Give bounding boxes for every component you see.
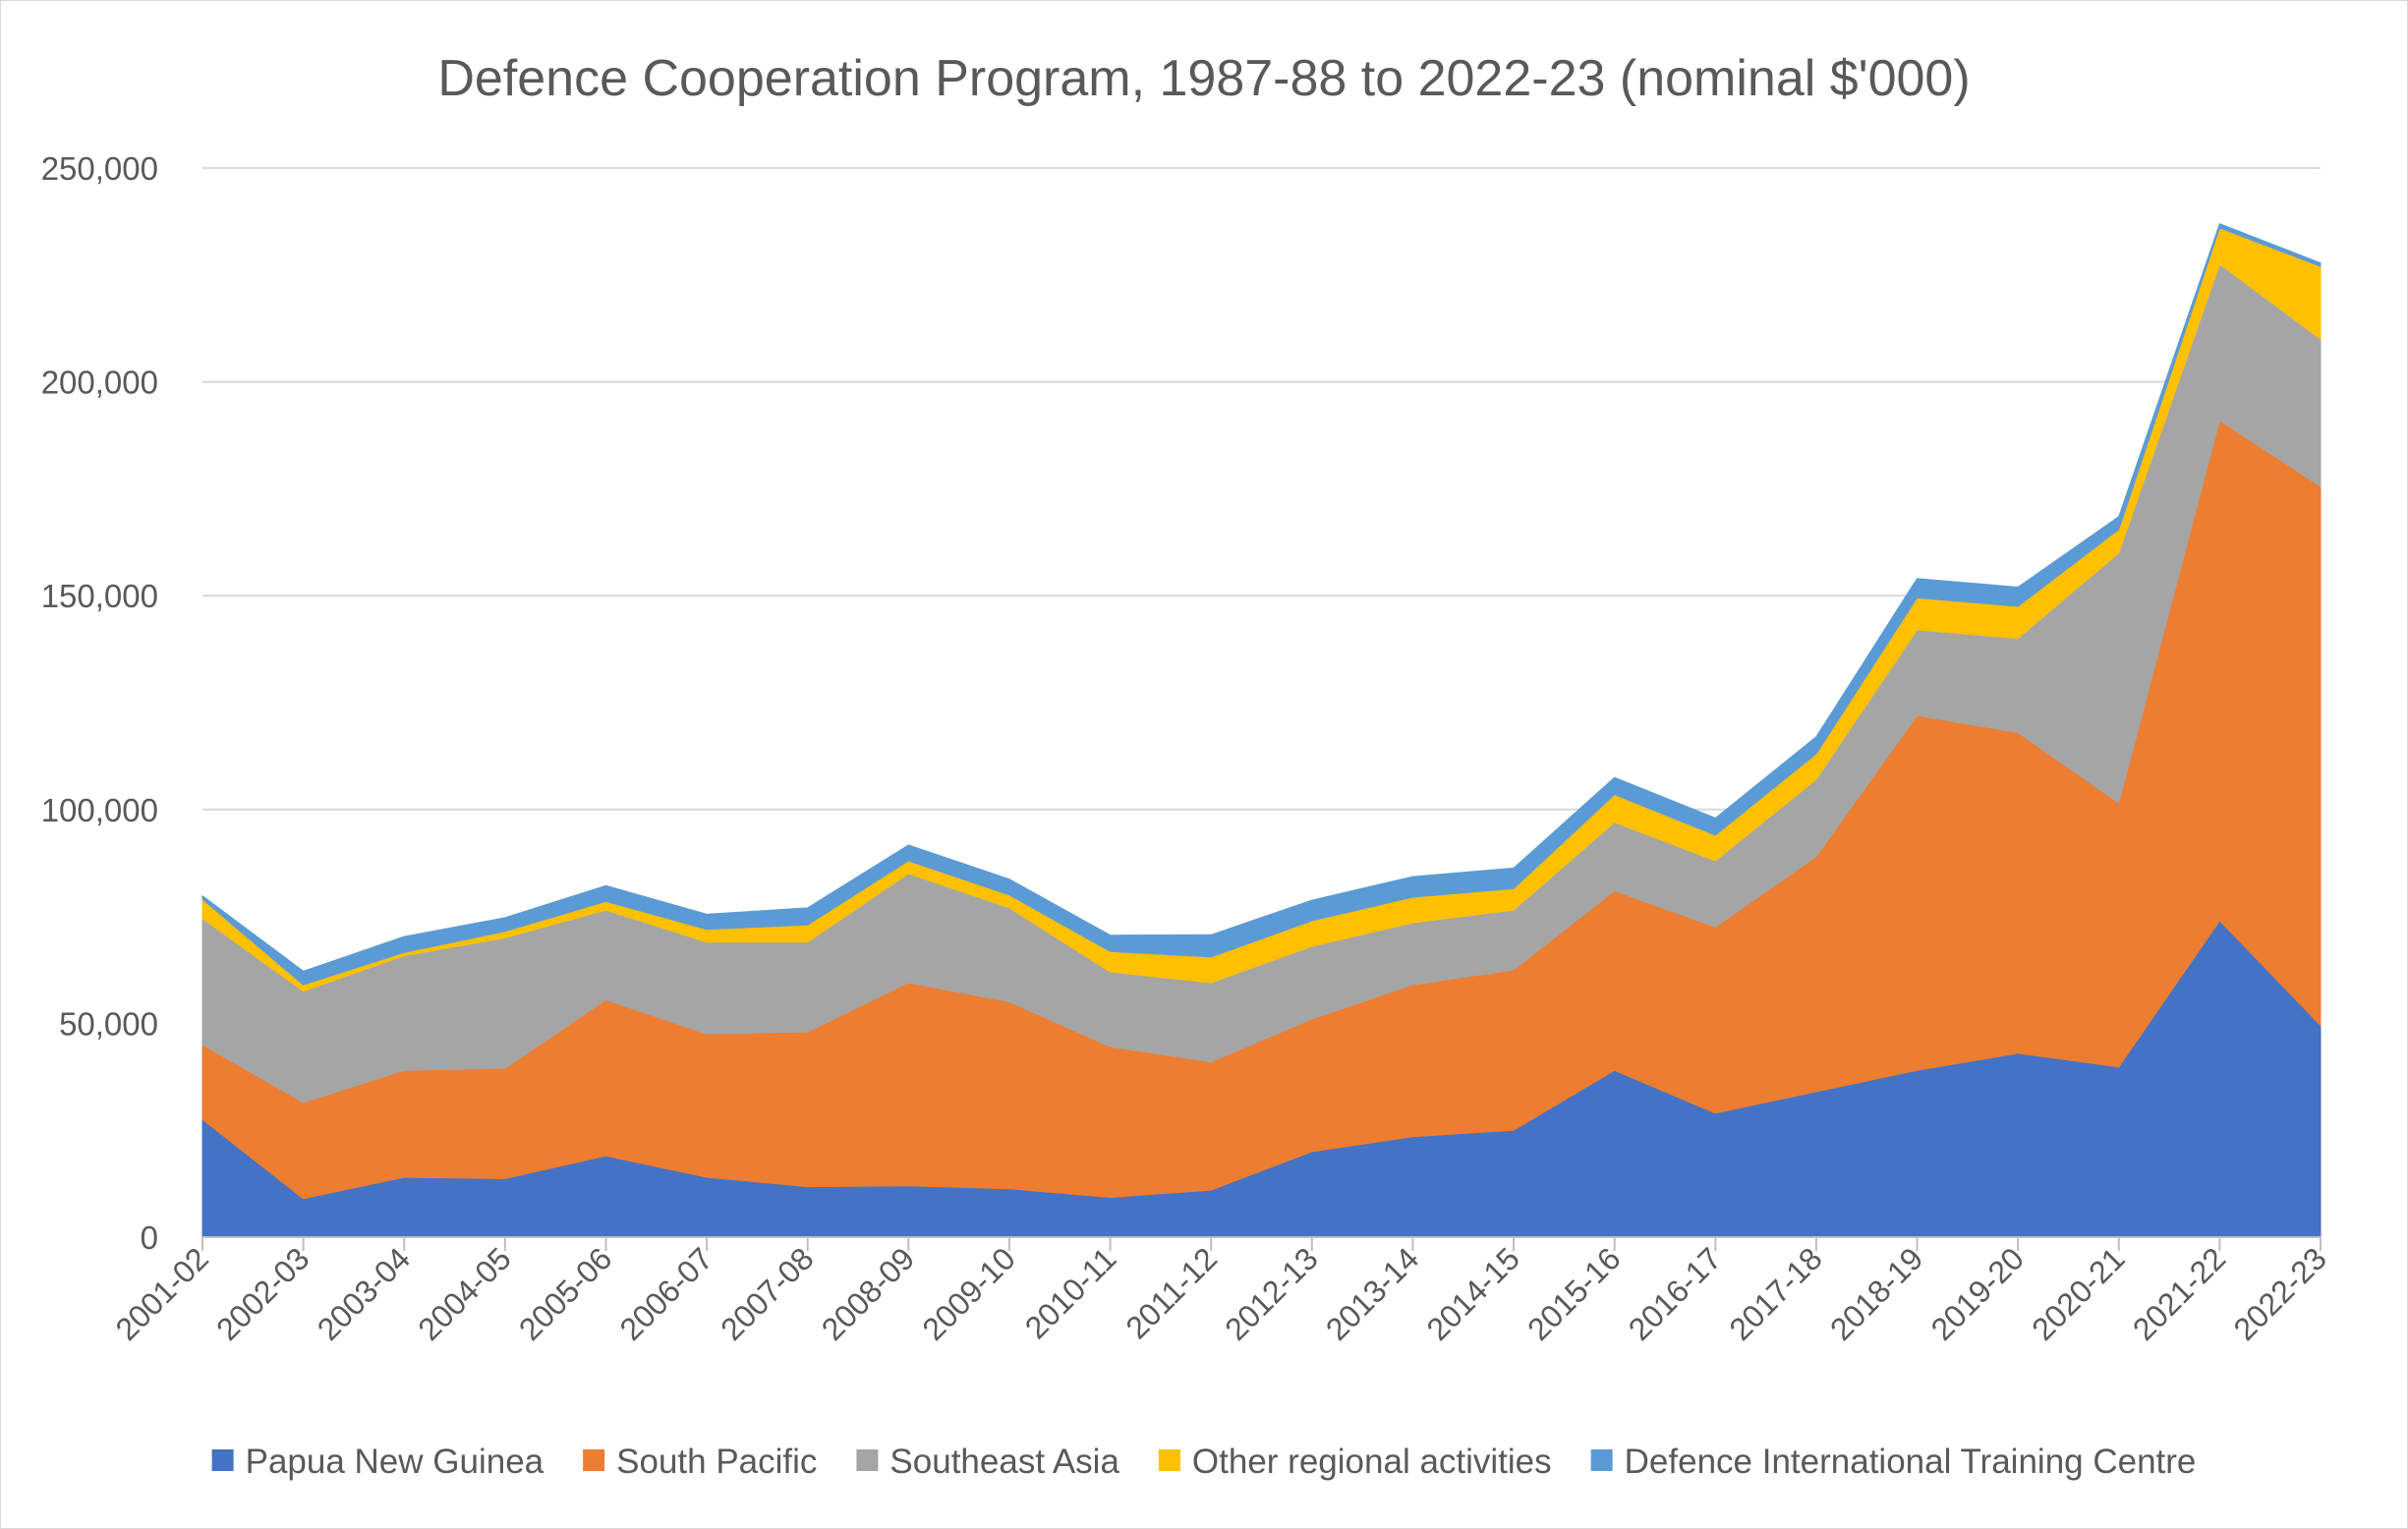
y-tick-label: 50,000 <box>59 1005 158 1042</box>
legend-item-2: Southeast Asia <box>856 1443 1119 1481</box>
stacked-areas <box>201 222 2322 1238</box>
x-tick-label: 2005-06 <box>512 1240 618 1346</box>
legend-label: Other regional activities <box>1192 1443 1552 1481</box>
x-tick-label: 2002-03 <box>209 1240 315 1346</box>
legend-label: Papua New Guinea <box>246 1443 545 1481</box>
legend-swatch <box>1158 1449 1180 1471</box>
chart-title: Defence Cooperation Program, 1987-88 to … <box>437 50 1970 107</box>
x-tick-label: 2014-15 <box>1420 1240 1526 1346</box>
legend-label: Southeast Asia <box>889 1443 1119 1481</box>
legend-label: South Pacific <box>616 1443 817 1481</box>
legend-swatch <box>856 1449 879 1471</box>
x-tick-label: 2016-17 <box>1622 1240 1728 1346</box>
legend-label: Defence International Training Centre <box>1625 1443 2197 1481</box>
x-tick-label: 2011-12 <box>1118 1240 1224 1345</box>
x-tick-label: 2004-05 <box>411 1240 517 1346</box>
x-tick-label: 2021-22 <box>2126 1240 2232 1346</box>
legend: Papua New Guinea South Pacific Southeast A… <box>211 1443 2197 1481</box>
legend-item-0: Papua New Guinea <box>211 1443 545 1481</box>
x-tick-label: 2019-20 <box>1924 1240 2031 1346</box>
legend-swatch <box>1590 1449 1613 1471</box>
x-tick-label: 2003-04 <box>311 1240 417 1346</box>
legend-item-1: South Pacific <box>583 1443 817 1481</box>
x-tick-label: 2008-09 <box>815 1240 921 1346</box>
legend-swatch <box>211 1449 234 1471</box>
x-tick-label: 2009-10 <box>915 1240 1021 1346</box>
legend-item-4: Defence International Training Centre <box>1590 1443 2197 1481</box>
x-tick-label: 2017-18 <box>1722 1240 1828 1346</box>
y-tick-label: 100,000 <box>41 792 158 828</box>
x-tick-label: 2010-11 <box>1018 1240 1123 1345</box>
legend-swatch <box>583 1449 605 1471</box>
x-tick-label: 2012-13 <box>1218 1240 1324 1346</box>
y-tick-label: 0 <box>141 1219 158 1256</box>
x-tick-label: 2022-23 <box>2226 1240 2332 1346</box>
x-tick-label: 2015-16 <box>1520 1240 1627 1346</box>
y-tick-label: 150,000 <box>41 578 158 614</box>
x-tick-label: 2006-07 <box>613 1240 719 1346</box>
x-tick-label: 2018-19 <box>1823 1240 1929 1346</box>
y-tick-label: 250,000 <box>41 150 158 187</box>
x-tick-label: 2001-02 <box>108 1240 214 1346</box>
area-series-4 <box>201 222 2322 986</box>
y-tick-label: 200,000 <box>41 365 158 401</box>
x-tick-label: 2007-08 <box>714 1240 820 1346</box>
legend-item-3: Other regional activities <box>1158 1443 1552 1481</box>
x-tick-label: 2013-14 <box>1319 1240 1425 1346</box>
x-tick-label: 2020-21 <box>2025 1240 2131 1346</box>
